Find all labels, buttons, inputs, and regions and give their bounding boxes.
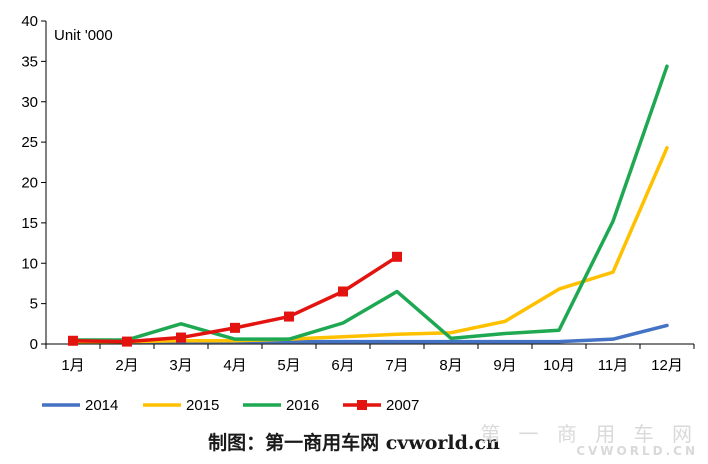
legend-marker xyxy=(357,400,367,410)
data-point xyxy=(68,335,78,346)
y-tick-label: 35 xyxy=(21,53,38,70)
y-tick-label: 0 xyxy=(30,336,38,353)
x-tick-label: 5月 xyxy=(277,357,300,374)
legend-label: 2014 xyxy=(85,397,118,414)
x-tick-label: 6月 xyxy=(331,357,354,374)
x-tick-label: 12月 xyxy=(651,357,683,374)
x-tick-label: 2月 xyxy=(115,357,138,374)
watermark: 第 一 商 用 车 网 CVWORLD.CN xyxy=(480,418,698,458)
x-tick-label: 11月 xyxy=(598,357,629,374)
series-2015 xyxy=(71,146,669,344)
legend: 2014 2015 2016 2007 xyxy=(42,397,419,414)
data-point xyxy=(122,336,132,347)
series-2007 xyxy=(68,251,402,347)
series-layer xyxy=(68,64,669,347)
series-line-2015 xyxy=(71,146,669,344)
x-tick-label: 9月 xyxy=(493,357,516,374)
data-point xyxy=(284,311,294,322)
line-chart: 0 5 10 15 20 25 30 35 40 1月 2月 3月 4月 5月 6月 7月 8月 9月 10月 11… xyxy=(21,13,695,414)
y-tick-label: 5 xyxy=(30,296,38,313)
legend-item-2007: 2007 xyxy=(343,397,419,414)
series-2016 xyxy=(71,64,669,342)
y-axis: 0 5 10 15 20 25 30 35 40 xyxy=(21,13,47,353)
x-tick-label: 1月 xyxy=(61,357,84,374)
data-point xyxy=(338,286,348,297)
y-tick-label: 10 xyxy=(21,255,38,272)
y-tick-label: 40 xyxy=(21,13,38,30)
legend-label: 2015 xyxy=(186,397,219,414)
y-tick-label: 25 xyxy=(21,134,38,151)
watermark-cn: 第 一 商 用 车 网 xyxy=(480,422,698,446)
x-tick-label: 3月 xyxy=(169,357,192,374)
legend-label: 2016 xyxy=(286,397,319,414)
data-point xyxy=(230,322,240,333)
legend-item-2014: 2014 xyxy=(42,397,118,414)
y-tick-label: 20 xyxy=(21,175,38,192)
x-axis: 1月 2月 3月 4月 5月 6月 7月 8月 9月 10月 11月 12月 xyxy=(45,343,695,374)
x-tick-label: 4月 xyxy=(223,357,246,374)
y-tick-label: 15 xyxy=(21,215,38,232)
x-tick-label: 10月 xyxy=(543,357,575,374)
chart-caption: 制图：第一商用车网 cvworld.cn xyxy=(208,432,500,454)
legend-item-2016: 2016 xyxy=(243,397,319,414)
series-line-2016 xyxy=(71,64,669,342)
watermark-en: CVWORLD.CN xyxy=(576,444,698,458)
x-tick-label: 7月 xyxy=(385,357,408,374)
y-tick-label: 30 xyxy=(21,94,38,111)
data-point xyxy=(176,332,186,343)
legend-label: 2007 xyxy=(386,397,419,414)
legend-item-2015: 2015 xyxy=(143,397,219,414)
data-point xyxy=(392,251,402,262)
unit-label: Unit '000 xyxy=(54,27,113,44)
x-tick-label: 8月 xyxy=(439,357,462,374)
